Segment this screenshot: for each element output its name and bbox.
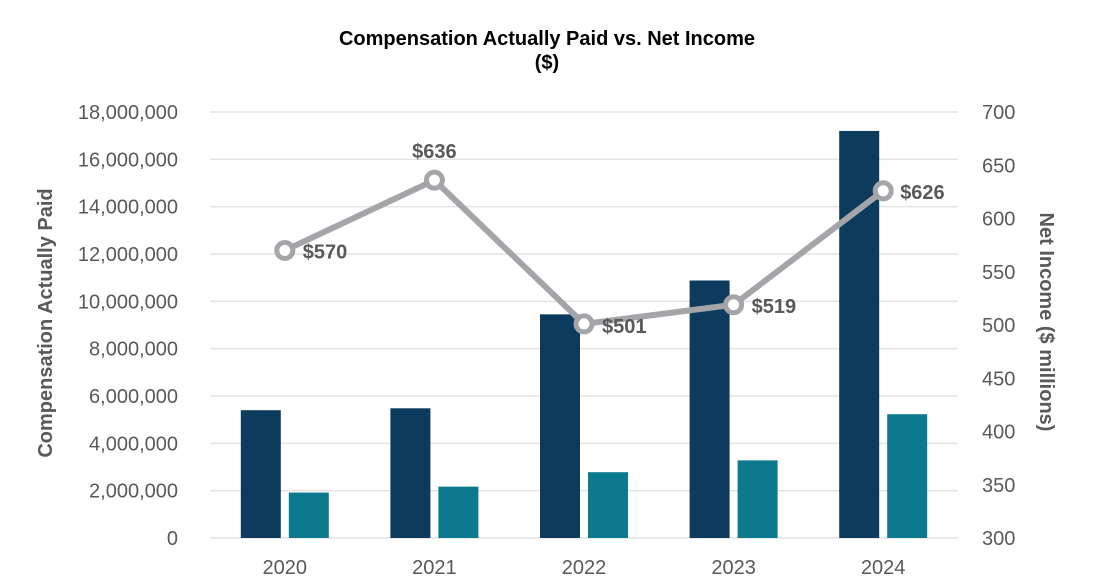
net-income-data-label: $519: [752, 296, 797, 318]
y-tick-label: 0: [167, 528, 178, 550]
x-tick-label: 2024: [861, 557, 906, 576]
y-right-tick-label: 650: [982, 155, 1015, 177]
y-right-tick-label: 350: [982, 475, 1015, 497]
y-right-tick-label: 300: [982, 528, 1015, 550]
bar-neo: [887, 414, 928, 538]
y-tick-label: 2,000,000: [89, 481, 178, 503]
y-tick-label: 10,000,000: [78, 291, 178, 313]
x-tick-label: 2021: [412, 557, 457, 576]
x-tick-label: 2020: [263, 557, 308, 576]
y-right-tick-label: 450: [982, 368, 1015, 390]
y-right-tick-label: 550: [982, 262, 1015, 284]
bar-peo: [540, 314, 580, 538]
y-right-tick-label: 600: [982, 209, 1015, 231]
y-tick-label: 4,000,000: [89, 433, 178, 455]
net-income-data-label: $570: [303, 241, 348, 263]
y-tick-label: 14,000,000: [78, 197, 178, 219]
y-right-tick-label: 700: [982, 102, 1015, 124]
grid-lines: [210, 111, 958, 539]
net-income-marker: [723, 294, 745, 316]
net-income-data-label: $636: [412, 141, 457, 163]
y-tick-label: 6,000,000: [89, 386, 178, 408]
bar-peo: [240, 410, 281, 538]
x-tick-label: 2023: [711, 557, 756, 576]
y-right-tick-label: 400: [982, 422, 1015, 444]
x-tick-label: 2022: [562, 557, 607, 576]
bar-neo: [588, 472, 628, 538]
y-tick-label: 16,000,000: [78, 149, 178, 171]
bar-neo: [288, 492, 329, 538]
y-tick-label: 18,000,000: [78, 102, 178, 124]
axes: 0 2,000,000 4,000,000 6,000,000 8,000,000 10,…: [35, 102, 1057, 576]
net-income-marker: [872, 180, 894, 202]
bar-neo: [737, 460, 778, 538]
bar-neo: [438, 486, 479, 538]
y-right-axis-title: Net Income ($ millions): [1035, 213, 1057, 432]
bar-peo: [689, 280, 730, 538]
net-income-data-label: $501: [602, 316, 647, 338]
net-income-marker: [573, 313, 595, 335]
bar-peo: [390, 408, 431, 538]
y-tick-label: 8,000,000: [89, 339, 178, 361]
line-series: [274, 169, 894, 335]
net-income-data-label: $626: [900, 182, 945, 204]
bar-series: [240, 130, 928, 538]
data-labels: $570 $636 $501 $519 $626: [303, 141, 945, 338]
y-axis-title: Compensation Actually Paid: [35, 188, 57, 457]
net-income-marker: [423, 169, 445, 191]
net-income-marker: [274, 239, 296, 261]
chart-subtitle: ($): [534, 52, 560, 74]
y-right-tick-label: 500: [982, 315, 1015, 337]
chart-title: Compensation Actually Paid vs. Net Incom…: [338, 28, 756, 50]
y-tick-label: 12,000,000: [78, 244, 178, 266]
